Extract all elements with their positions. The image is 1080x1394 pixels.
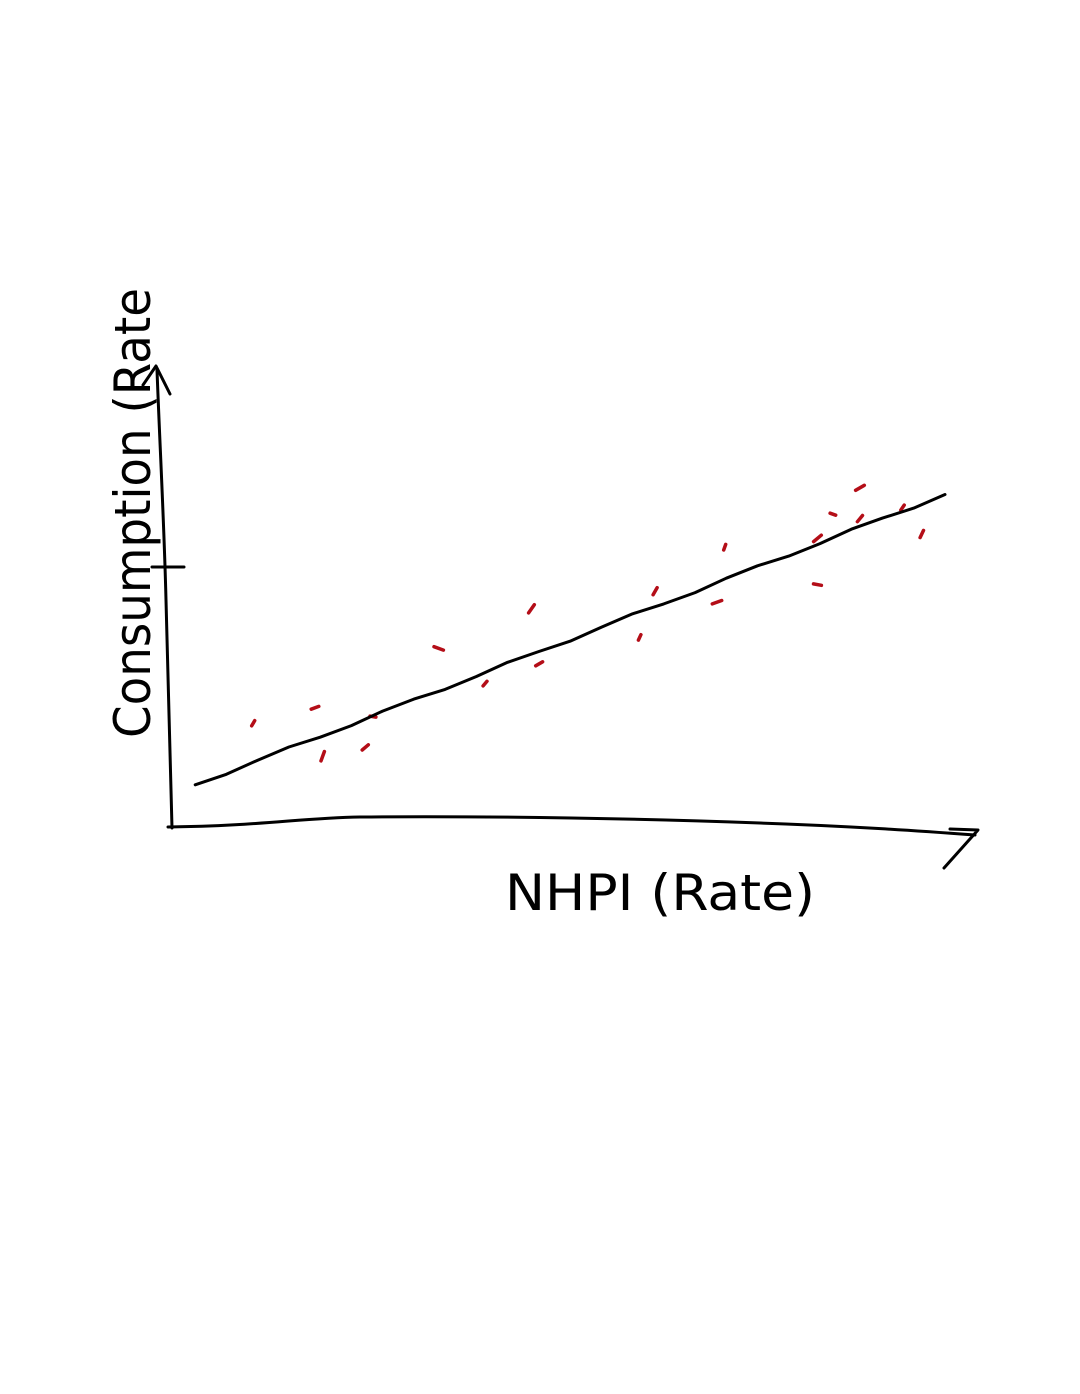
scatter-point xyxy=(918,528,926,540)
scatter-point xyxy=(432,644,446,652)
y-axis xyxy=(141,364,186,830)
trend-line xyxy=(193,493,947,787)
x-axis xyxy=(166,815,980,870)
scatter-point xyxy=(811,533,824,544)
scatter-point xyxy=(636,632,643,642)
y-axis-arrowhead xyxy=(141,364,172,396)
scatter-point xyxy=(249,718,257,728)
scatter-point xyxy=(710,598,724,606)
scatter-point xyxy=(309,704,321,711)
y-axis-line xyxy=(155,368,174,830)
x-axis-label: NHPI (Rate) xyxy=(505,864,815,922)
scatter-point xyxy=(319,749,327,763)
y-axis-label: Consumption (Rate xyxy=(104,288,162,738)
scatter-point xyxy=(855,513,865,524)
scatter-point xyxy=(899,503,906,512)
x-axis-line xyxy=(166,815,977,837)
scatter-point xyxy=(526,602,537,615)
scatter-point xyxy=(853,483,867,493)
scatter-point xyxy=(811,582,824,588)
scatter-point xyxy=(721,542,728,552)
scatter-point xyxy=(828,511,838,517)
scatter-point xyxy=(360,743,371,752)
x-axis-arrowhead xyxy=(942,827,980,870)
scatter-point xyxy=(533,660,545,668)
scatter-point xyxy=(481,679,489,688)
scatter-point xyxy=(651,585,659,597)
trend-line-group xyxy=(193,493,947,787)
scatter-points xyxy=(249,483,926,763)
